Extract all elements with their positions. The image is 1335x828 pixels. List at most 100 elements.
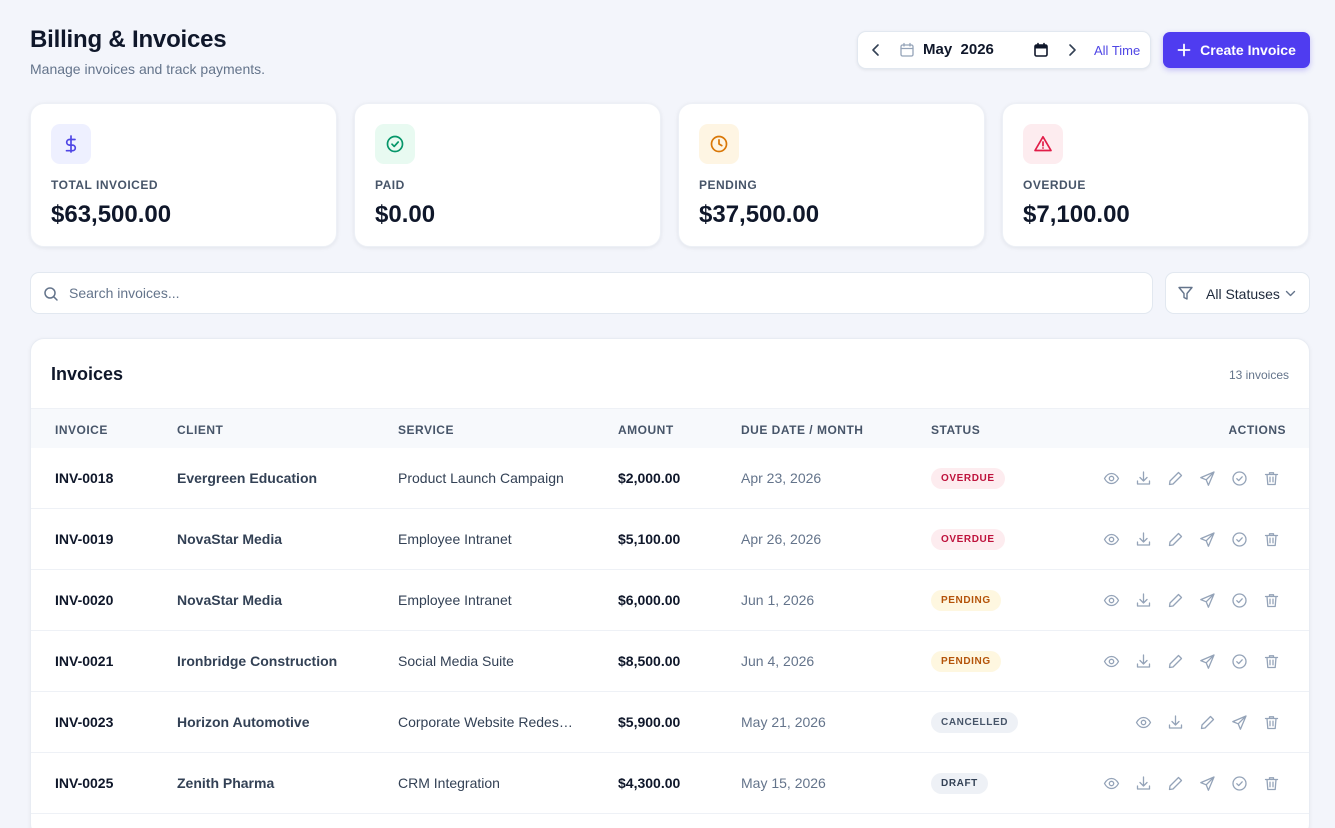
pencil-icon[interactable] xyxy=(1167,775,1184,792)
download-icon[interactable] xyxy=(1167,714,1184,731)
send-icon[interactable] xyxy=(1199,592,1216,609)
status-filter-label: All Statuses xyxy=(1206,286,1280,302)
invoice-amount: $4,300.00 xyxy=(618,775,681,791)
status-filter-dropdown[interactable]: All Statuses xyxy=(1165,272,1310,314)
check-circle-icon[interactable] xyxy=(1231,592,1248,609)
create-invoice-label: Create Invoice xyxy=(1200,42,1296,58)
column-header-client: CLIENT xyxy=(177,423,224,437)
invoice-amount: $5,900.00 xyxy=(618,714,681,730)
download-icon[interactable] xyxy=(1135,531,1152,548)
due-date: Jun 4, 2026 xyxy=(741,653,815,669)
trash-icon[interactable] xyxy=(1263,775,1280,792)
column-header-actions: ACTIONS xyxy=(1228,423,1286,437)
due-date: Apr 26, 2026 xyxy=(741,531,822,547)
chevron-down-icon xyxy=(1284,287,1297,300)
page-title: Billing & Invoices xyxy=(30,26,227,53)
table-row[interactable]: INV-0025 Zenith Pharma CRM Integration $4,3… xyxy=(31,753,1309,814)
download-icon[interactable] xyxy=(1135,470,1152,487)
eye-icon[interactable] xyxy=(1103,531,1120,548)
filter-icon xyxy=(1177,285,1194,302)
invoice-number[interactable]: INV-0018 xyxy=(55,470,114,486)
stat-label: TOTAL INVOICED xyxy=(51,178,159,192)
eye-icon[interactable] xyxy=(1135,714,1152,731)
download-icon[interactable] xyxy=(1135,592,1152,609)
service-name: CRM Integration xyxy=(398,775,500,791)
client-name: NovaStar Media xyxy=(177,531,283,547)
invoice-number[interactable]: INV-0025 xyxy=(55,775,114,791)
pencil-icon[interactable] xyxy=(1199,714,1216,731)
stat-value: $63,500.00 xyxy=(51,201,172,228)
due-date: Jun 1, 2026 xyxy=(741,592,815,608)
pencil-icon[interactable] xyxy=(1167,470,1184,487)
search-input[interactable] xyxy=(69,274,1139,312)
invoice-number[interactable]: INV-0023 xyxy=(55,714,114,730)
pencil-icon[interactable] xyxy=(1167,592,1184,609)
table-row[interactable]: INV-0019 NovaStar Media Employee Intranet $… xyxy=(31,509,1309,570)
stat-label: OVERDUE xyxy=(1023,178,1086,192)
check-circle-icon[interactable] xyxy=(1231,531,1248,548)
column-header-service: SERVICE xyxy=(398,423,454,437)
send-icon[interactable] xyxy=(1199,470,1216,487)
check-circle-icon[interactable] xyxy=(1231,775,1248,792)
service-name: Product Launch Campaign xyxy=(398,470,564,486)
check-circle-icon[interactable] xyxy=(1231,653,1248,670)
pencil-icon[interactable] xyxy=(1167,531,1184,548)
status-badge: OVERDUE xyxy=(931,468,1005,489)
table-row[interactable]: INV-0018 Evergreen Education Product Launc… xyxy=(31,448,1309,509)
send-icon[interactable] xyxy=(1199,653,1216,670)
eye-icon[interactable] xyxy=(1103,653,1120,670)
all-time-link[interactable]: All Time xyxy=(1094,43,1141,58)
status-badge: OVERDUE xyxy=(931,529,1005,550)
status-badge: CANCELLED xyxy=(931,712,1019,733)
eye-icon[interactable] xyxy=(1103,592,1120,609)
check-circle-icon xyxy=(375,124,415,164)
table-row[interactable]: INV-0023 Horizon Automotive Corporate Webs… xyxy=(31,692,1309,753)
stat-label: PAID xyxy=(375,178,405,192)
table-row[interactable]: INV-0020 NovaStar Media Employee Intranet $… xyxy=(31,570,1309,631)
chevron-left-icon[interactable] xyxy=(868,42,884,58)
pencil-icon[interactable] xyxy=(1167,653,1184,670)
eye-icon[interactable] xyxy=(1103,775,1120,792)
client-name: Ironbridge Construction xyxy=(177,653,338,669)
check-circle-icon[interactable] xyxy=(1231,470,1248,487)
client-name: Zenith Pharma xyxy=(177,775,275,791)
send-icon[interactable] xyxy=(1199,775,1216,792)
send-icon[interactable] xyxy=(1231,714,1248,731)
service-name: Employee Intranet xyxy=(398,531,512,547)
status-badge: PENDING xyxy=(931,651,1001,672)
service-name: Social Media Suite xyxy=(398,653,514,669)
plus-icon xyxy=(1177,43,1191,57)
stat-value: $7,100.00 xyxy=(1023,201,1130,228)
download-icon[interactable] xyxy=(1135,775,1152,792)
clock-icon xyxy=(699,124,739,164)
invoices-panel: Invoices 13 invoices INVOICE CLIENT SERV… xyxy=(30,338,1310,828)
status-badge: DRAFT xyxy=(931,773,988,794)
client-name: Evergreen Education xyxy=(177,470,318,486)
column-header-due-date: DUE DATE / MONTH xyxy=(741,423,864,437)
invoice-number[interactable]: INV-0019 xyxy=(55,531,114,547)
table-row[interactable]: INV-0021 Ironbridge Construction Social Me… xyxy=(31,631,1309,692)
trash-icon[interactable] xyxy=(1263,592,1280,609)
stat-card-total-invoiced: TOTAL INVOICED $63,500.00 xyxy=(30,103,337,247)
trash-icon[interactable] xyxy=(1263,470,1280,487)
dollar-icon xyxy=(51,124,91,164)
chevron-right-icon[interactable] xyxy=(1064,42,1080,58)
send-icon[interactable] xyxy=(1199,531,1216,548)
selected-month[interactable]: May 2026 xyxy=(923,41,994,58)
due-date: May 15, 2026 xyxy=(741,775,826,791)
service-name: Corporate Website Redesi... xyxy=(398,714,573,730)
create-invoice-button[interactable]: Create Invoice xyxy=(1163,32,1310,68)
invoice-number[interactable]: INV-0020 xyxy=(55,592,114,608)
invoice-count: 13 invoices xyxy=(1228,368,1289,382)
eye-icon[interactable] xyxy=(1103,470,1120,487)
due-date: May 21, 2026 xyxy=(741,714,826,730)
table-header: INVOICE CLIENT SERVICE AMOUNT DUE DATE /… xyxy=(31,408,1309,448)
trash-icon[interactable] xyxy=(1263,653,1280,670)
download-icon[interactable] xyxy=(1135,653,1152,670)
page-subtitle: Manage invoices and track payments. xyxy=(30,61,266,77)
invoice-amount: $6,000.00 xyxy=(618,592,681,608)
trash-icon[interactable] xyxy=(1263,714,1280,731)
calendar-picker-icon[interactable] xyxy=(1033,42,1049,58)
trash-icon[interactable] xyxy=(1263,531,1280,548)
invoice-number[interactable]: INV-0021 xyxy=(55,653,114,669)
